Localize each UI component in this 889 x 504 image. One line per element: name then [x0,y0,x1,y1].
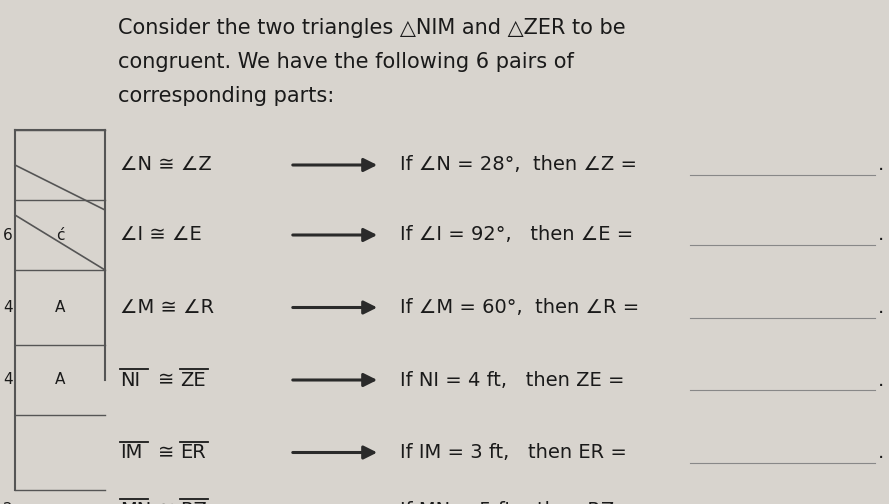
Text: Ȧ: Ȧ [55,300,65,315]
Text: ∠I ≅ ∠E: ∠I ≅ ∠E [120,225,202,244]
Text: If NI = 4 ft,   then ZE =: If NI = 4 ft, then ZE = [400,370,631,390]
Text: ∠N ≅ ∠Z: ∠N ≅ ∠Z [120,156,212,174]
Text: IM: IM [120,443,142,462]
Text: congruent. We have the following 6 pairs of: congruent. We have the following 6 pairs… [118,52,574,72]
Text: .: . [878,370,885,390]
Text: 6: 6 [4,227,13,242]
Text: NI: NI [120,370,140,390]
Text: ć: ć [56,227,64,242]
Text: ∠M ≅ ∠R: ∠M ≅ ∠R [120,298,214,317]
Text: ≅: ≅ [158,443,174,462]
Text: .: . [878,298,885,317]
Text: .: . [878,443,885,462]
Text: ≅: ≅ [158,370,174,390]
Text: RZ: RZ [180,500,207,504]
Text: z: z [56,502,64,504]
Text: If MN = 5 ft,   then RZ =: If MN = 5 ft, then RZ = [400,500,644,504]
Text: If ∠M = 60°,  then ∠R =: If ∠M = 60°, then ∠R = [400,298,645,317]
Text: ≅: ≅ [158,500,174,504]
Text: ER: ER [180,443,205,462]
Text: A: A [55,372,65,388]
Text: .: . [878,500,885,504]
Text: If ∠N = 28°,  then ∠Z =: If ∠N = 28°, then ∠Z = [400,156,644,174]
Text: corresponding parts:: corresponding parts: [118,86,334,106]
Text: MN: MN [120,500,151,504]
Text: .: . [878,156,885,174]
Text: Consider the two triangles △NIM and △ZER to be: Consider the two triangles △NIM and △ZER… [118,18,626,38]
Text: If IM = 3 ft,   then ER =: If IM = 3 ft, then ER = [400,443,633,462]
Text: 2: 2 [4,502,13,504]
Text: 4: 4 [4,372,13,388]
Text: .: . [878,225,885,244]
Text: ZE: ZE [180,370,205,390]
Text: 4: 4 [4,300,13,315]
Text: If ∠I = 92°,   then ∠E =: If ∠I = 92°, then ∠E = [400,225,639,244]
